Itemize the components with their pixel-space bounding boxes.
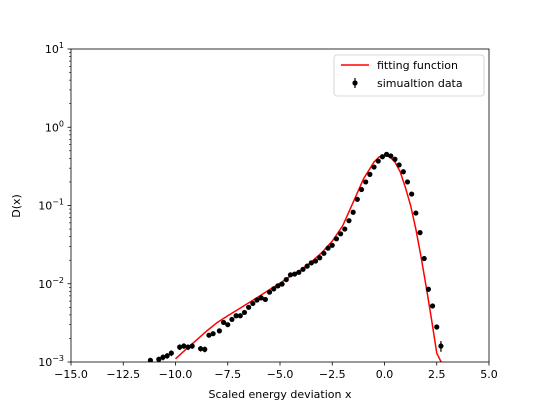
data-point xyxy=(250,300,256,307)
data-point xyxy=(409,191,415,197)
data-point xyxy=(185,344,191,350)
legend: fitting function simualtion data xyxy=(333,54,485,97)
data-point xyxy=(254,297,260,303)
data-point xyxy=(413,210,419,216)
x-tick-label: −15.0 xyxy=(54,368,88,381)
data-point xyxy=(262,296,268,303)
data-point xyxy=(308,260,314,266)
x-tick-label: −10.0 xyxy=(159,368,193,381)
data-point xyxy=(220,319,227,326)
data-point xyxy=(358,186,365,193)
data-point xyxy=(333,236,340,242)
data-point xyxy=(300,266,306,272)
data-point xyxy=(404,179,411,185)
x-tick-label: −2.5 xyxy=(319,368,346,381)
data-point xyxy=(354,196,360,202)
legend-marker-icon xyxy=(352,80,358,86)
data-point xyxy=(237,313,243,319)
data-point xyxy=(388,153,394,159)
data-point xyxy=(321,250,327,256)
data-point xyxy=(241,309,248,316)
data-point xyxy=(342,226,348,232)
data-point xyxy=(304,263,310,269)
x-tick-label: 0.0 xyxy=(376,368,394,381)
data-point xyxy=(271,286,277,292)
data-point xyxy=(266,289,273,295)
y-tick-label: 100 xyxy=(45,119,64,134)
data-point xyxy=(189,343,195,349)
data-point xyxy=(258,295,264,301)
y-tick-label: 10−2 xyxy=(38,276,64,291)
axis-ticks: −15.0 −12.5 −10.0 −7.5 −5.0 −2.5 0.0 2.5 5.0 10−3… xyxy=(38,41,498,381)
x-axis-label: Scaled energy deviation x xyxy=(208,388,352,401)
legend-label-simulation-data: simualtion data xyxy=(377,77,463,90)
data-point xyxy=(367,171,373,177)
y-tick-label: 101 xyxy=(45,41,64,56)
legend-label-fitting-function: fitting function xyxy=(377,59,458,72)
data-point xyxy=(363,179,369,185)
data-point xyxy=(296,269,302,275)
data-point xyxy=(210,331,216,337)
data-point xyxy=(177,344,183,350)
data-point xyxy=(147,357,154,362)
data-point xyxy=(181,343,187,349)
data-point xyxy=(292,271,298,277)
data-point xyxy=(283,276,289,283)
data-point xyxy=(279,281,285,287)
data-point xyxy=(396,162,402,168)
data-point xyxy=(164,353,170,359)
data-point xyxy=(375,158,381,164)
data-point xyxy=(206,332,212,338)
y-tick-label: 10−3 xyxy=(38,354,64,369)
data-point xyxy=(233,313,239,319)
data-point xyxy=(225,322,231,328)
fitting-function-line xyxy=(174,154,442,362)
data-point xyxy=(160,354,166,360)
data-point xyxy=(246,304,252,310)
data-point xyxy=(383,151,390,157)
y-axis-label: D(x) xyxy=(10,194,23,218)
data-point xyxy=(400,169,406,175)
x-tick-label: −7.5 xyxy=(214,368,241,381)
data-point xyxy=(275,283,281,289)
data-point xyxy=(216,328,222,334)
data-point xyxy=(168,350,174,356)
data-point xyxy=(425,286,431,292)
data-point xyxy=(429,303,436,309)
legend-box xyxy=(333,54,485,97)
data-point xyxy=(346,218,352,224)
x-tick-label: 5.0 xyxy=(480,368,498,381)
x-tick-label: −12.5 xyxy=(106,368,140,381)
data-point xyxy=(438,343,444,349)
data-point xyxy=(350,209,356,215)
data-point xyxy=(229,316,235,323)
data-point xyxy=(338,231,344,237)
data-point xyxy=(287,272,294,278)
data-point xyxy=(312,258,319,264)
data-point xyxy=(197,346,204,352)
data-point xyxy=(325,245,331,251)
data-point xyxy=(434,324,440,330)
plot-data xyxy=(147,151,444,362)
data-point xyxy=(421,255,427,262)
data-point xyxy=(392,156,398,162)
x-tick-label: −5.0 xyxy=(267,368,294,381)
data-point xyxy=(379,154,386,160)
data-point xyxy=(156,356,162,362)
data-point xyxy=(417,230,423,236)
data-point xyxy=(202,346,208,352)
data-point xyxy=(329,242,335,248)
x-tick-label: 2.5 xyxy=(428,368,446,381)
data-point xyxy=(317,255,323,261)
y-tick-label: 10−1 xyxy=(38,198,64,213)
data-point xyxy=(371,164,377,170)
